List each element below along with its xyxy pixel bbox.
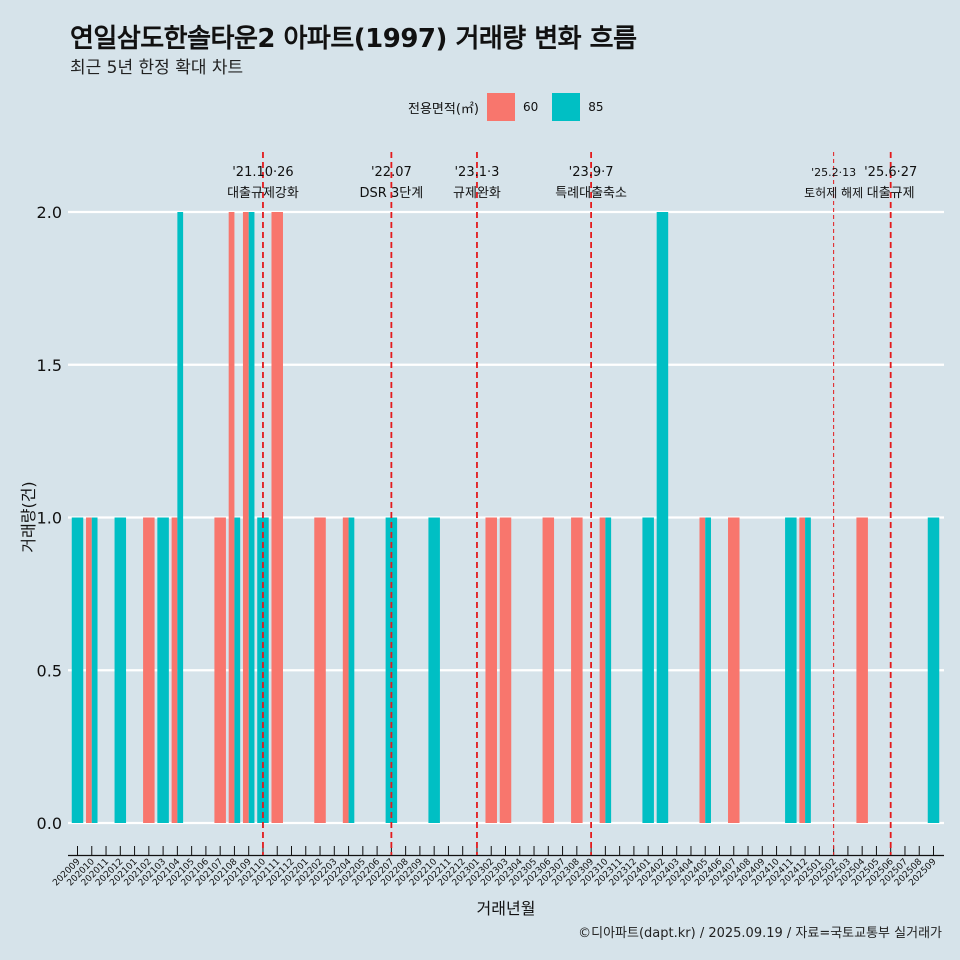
event-date-202506: '25.6·27 [864, 165, 917, 180]
bar-60-202310 [599, 517, 606, 823]
bar-85-202104 [177, 212, 184, 823]
bar-85-202509 [927, 517, 940, 823]
bar-60-202407 [728, 517, 740, 823]
bar-60-202109 [242, 212, 249, 823]
event-date-202207: '22.07 [371, 165, 412, 180]
y-tick-label: 1.0 [37, 509, 62, 528]
bar-85-202412 [805, 517, 811, 823]
bar-60-202111 [271, 212, 283, 823]
bar-60-202010 [86, 517, 92, 823]
event-label-202301: 규제완화 [453, 186, 501, 201]
event-label-202502: 토허제 해제 [804, 186, 863, 200]
bar-85-202108 [234, 517, 241, 823]
source-caption: ©디아파트(dapt.kr) / 2025.09.19 / 자료=국토교통부 실… [578, 926, 942, 941]
event-date-202110: '21.10·26 [232, 165, 293, 180]
bar-85-202210 [428, 517, 440, 823]
legend-label-85: 85 [588, 100, 604, 114]
bar-85-202411 [785, 517, 797, 823]
event-label-202309: 특례대출축소 [555, 186, 627, 201]
bar-85-202401 [642, 517, 654, 823]
bar-60-202306 [542, 517, 555, 823]
chart-title: 연일삼도한솔타운2 아파트(1997) 거래량 변화 흐름 [70, 24, 637, 54]
legend-swatch-85 [552, 93, 581, 121]
legend: 전용면적(㎡) 60 85 [408, 92, 610, 122]
bar-60-202308 [571, 517, 583, 823]
y-tick-label: 0.5 [37, 661, 62, 680]
bar-85-202010 [91, 517, 98, 823]
bar-60-202412 [799, 517, 806, 823]
event-date-202502: '25.2·13 [811, 166, 856, 179]
bar-60-202107 [214, 517, 226, 823]
bar-85-202310 [605, 517, 612, 823]
bar-60-202405 [699, 517, 706, 823]
event-date-202309: '23.9·7 [569, 165, 614, 180]
event-label-202110: 대출규제강화 [227, 186, 299, 201]
bar-85-202402 [656, 212, 669, 823]
legend-title: 전용면적(㎡) [408, 101, 479, 117]
event-label-202506: 대출규제 [867, 186, 915, 201]
bar-85-202405 [705, 517, 711, 823]
bar-60-202302 [485, 517, 497, 823]
bar-85-202009 [71, 517, 84, 823]
x-axis-title: 거래년월 [477, 899, 536, 918]
bar-85-202110 [257, 517, 269, 823]
bar-60-202504 [856, 517, 868, 823]
bar-85-202207 [385, 517, 398, 823]
y-tick-label: 2.0 [37, 203, 62, 222]
legend-label-60: 60 [522, 100, 539, 114]
event-date-202301: '23.1·3 [454, 165, 499, 180]
y-axis-title: 거래량(건) [19, 481, 38, 552]
y-tick-label: 0.0 [37, 814, 62, 833]
bar-60-202202 [314, 517, 326, 823]
bar-60-202104 [171, 517, 178, 823]
bar-60-202204 [342, 517, 349, 823]
legend-swatch-60 [486, 93, 515, 121]
chart-subtitle: 최근 5년 한정 확대 차트 [70, 58, 244, 78]
bar-60-202303 [499, 517, 512, 823]
bar-60-202102 [143, 517, 155, 823]
bar-60-202108 [228, 212, 235, 823]
bar-85-202109 [248, 212, 255, 823]
bar-85-202204 [348, 517, 355, 823]
y-tick-label: 1.5 [37, 356, 62, 375]
event-label-202207: DSR 3단계 [360, 186, 424, 201]
bar-85-202103 [157, 517, 169, 823]
bar-85-202012 [114, 517, 127, 823]
